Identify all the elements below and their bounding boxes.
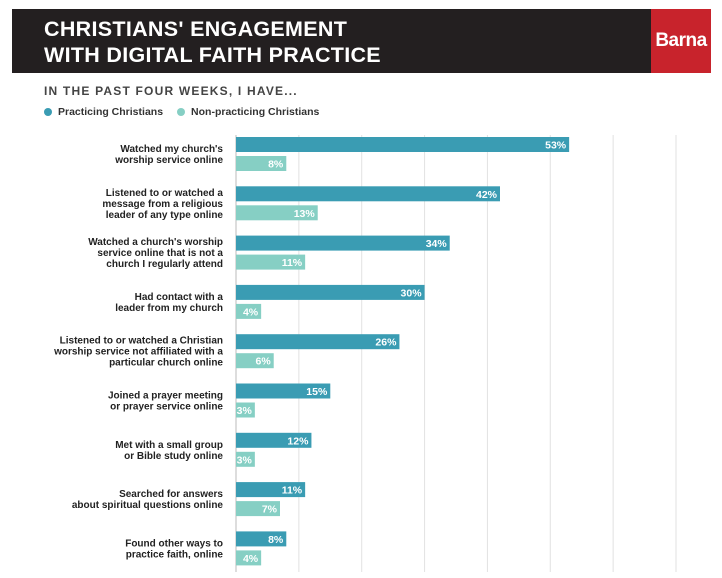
category-label-line: Listened to or watched a Christian xyxy=(60,336,223,347)
category-label-line: leader of any type online xyxy=(106,210,224,221)
category-label-line: worship service online xyxy=(114,155,223,166)
value-label-non-practicing: 3% xyxy=(237,454,253,466)
category-label: Watched a church's worship service online… xyxy=(88,237,223,270)
category-label-line: leader from my church xyxy=(115,303,223,314)
value-label-practicing: 30% xyxy=(401,287,423,299)
category-label: Found other ways to practice faith, onlin… xyxy=(125,538,223,560)
category-label-line: or prayer service online xyxy=(110,402,223,413)
value-label-practicing: 8% xyxy=(268,534,284,546)
category-label-line: Searched for answers xyxy=(119,489,223,500)
category-label-line: Met with a small group xyxy=(115,440,223,451)
value-label-non-practicing: 13% xyxy=(294,208,316,220)
category-label-line: service online that is not a xyxy=(97,248,223,259)
category-label-line: Had contact with a xyxy=(135,292,224,303)
category-label-line: Joined a prayer meeting xyxy=(108,391,223,402)
value-label-non-practicing: 11% xyxy=(282,257,303,269)
category-label: Listened to or watched a Christian worshi… xyxy=(53,336,223,369)
value-label-non-practicing: 8% xyxy=(268,159,284,171)
value-label-non-practicing: 4% xyxy=(243,553,259,565)
value-label-non-practicing: 6% xyxy=(256,356,272,368)
category-label: Listened to or watched a message from a r… xyxy=(102,188,223,221)
value-label-practicing: 26% xyxy=(375,337,397,349)
bar-practicing xyxy=(236,137,569,152)
value-label-non-practicing: 3% xyxy=(237,405,253,417)
category-label-line: particular church online xyxy=(109,358,223,369)
category-label-line: Found other ways to xyxy=(125,538,223,549)
value-label-practicing: 11% xyxy=(282,485,303,497)
value-label-practicing: 12% xyxy=(287,435,309,447)
category-label: Watched my church's worship service onlin… xyxy=(114,144,223,166)
category-label: Joined a prayer meeting or prayer service… xyxy=(108,391,223,413)
value-label-practicing: 34% xyxy=(426,238,448,250)
value-label-practicing: 42% xyxy=(476,189,498,201)
category-label-line: Listened to or watched a xyxy=(106,188,224,199)
category-label-line: message from a religious xyxy=(102,199,223,210)
value-label-practicing: 15% xyxy=(306,386,328,398)
category-label-line: or Bible study online xyxy=(124,451,223,462)
category-label-line: church I regularly attend xyxy=(106,259,223,270)
value-label-non-practicing: 7% xyxy=(262,504,278,516)
category-label-line: practice faith, online xyxy=(126,549,224,560)
bar-practicing xyxy=(236,186,500,201)
category-label-line: Watched a church's worship xyxy=(88,237,223,248)
bar-practicing xyxy=(236,236,450,251)
category-label: Met with a small group or Bible study onl… xyxy=(115,440,223,462)
category-label: Searched for answers about spiritual ques… xyxy=(72,489,224,511)
category-label: Had contact with a leader from my church xyxy=(115,292,223,314)
category-label-line: Watched my church's xyxy=(120,144,223,155)
category-label-line: worship service not affiliated with a xyxy=(53,347,223,358)
value-label-practicing: 53% xyxy=(545,140,567,152)
bar-practicing xyxy=(236,285,425,300)
value-label-non-practicing: 4% xyxy=(243,306,259,318)
category-label-line: about spiritual questions online xyxy=(72,500,224,511)
